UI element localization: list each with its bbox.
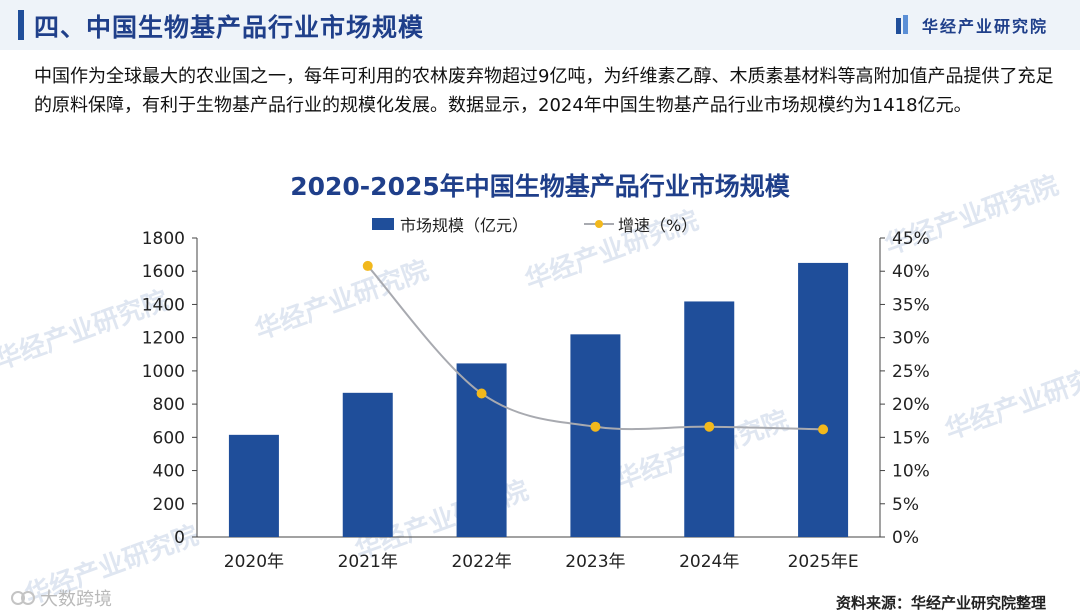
legend-line-label: 增速（%）	[618, 216, 698, 235]
brand-logo-icon	[895, 15, 908, 34]
chart-legend: 市场规模（亿元） 增速（%）	[372, 212, 697, 236]
corner-watermark: 大数跨境	[10, 585, 112, 611]
right-tick-label: 5%	[892, 495, 919, 515]
bar	[570, 334, 621, 537]
left-tick-label: 400	[153, 462, 185, 482]
growth-line	[367, 265, 824, 431]
section-title: 四、中国生物基产品行业市场规模	[34, 13, 425, 42]
growth-point	[818, 424, 829, 435]
left-tick-label: 1600	[142, 262, 185, 282]
legend-bar-swatch	[372, 218, 394, 230]
left-tick-label: 1400	[142, 295, 185, 315]
left-tick-label: 1200	[142, 329, 185, 349]
left-tick-label: 1800	[142, 229, 185, 249]
bar	[342, 392, 393, 537]
left-tick-label: 0	[174, 528, 185, 548]
source-note: 资料来源：华经产业研究院整理	[835, 594, 1046, 612]
brand-name: 华经产业研究院	[921, 17, 1048, 36]
x-tick-label: 2021年	[338, 552, 398, 572]
bar	[798, 262, 849, 537]
legend-bar-label: 市场规模（亿元）	[400, 216, 529, 235]
chart-title: 2020-2025年中国生物基产品行业市场规模	[290, 172, 790, 201]
left-tick-label: 800	[153, 395, 185, 415]
growth-point	[590, 421, 601, 432]
intro-paragraph: 中国作为全球最大的农业国之一，每年可利用的农林废弃物超过9亿吨，为纤维素乙醇、木…	[34, 66, 1054, 116]
x-tick-label: 2020年	[224, 552, 284, 572]
growth-point	[476, 388, 487, 399]
x-tick-label: 2025年E	[788, 552, 859, 572]
right-tick-label: 10%	[892, 462, 930, 482]
left-tick-label: 600	[153, 428, 185, 448]
right-tick-label: 30%	[892, 329, 930, 349]
watermark-text: 大数跨境	[40, 589, 112, 610]
header-accent	[18, 10, 24, 40]
x-tick-label: 2024年	[679, 552, 739, 572]
brand: 华经产业研究院	[894, 13, 1048, 37]
left-tick-label: 1000	[142, 362, 185, 382]
right-tick-label: 25%	[892, 362, 930, 382]
legend-line-swatch	[584, 217, 615, 231]
growth-point	[362, 260, 373, 271]
bar	[684, 301, 735, 537]
right-tick-label: 40%	[892, 262, 930, 282]
x-tick-label: 2023年	[565, 552, 625, 572]
right-tick-label: 20%	[892, 395, 930, 415]
watermark-logo-icon	[11, 591, 35, 605]
right-tick-label: 15%	[892, 428, 930, 448]
growth-point	[704, 421, 715, 432]
right-tick-label: 35%	[892, 295, 930, 315]
bar	[228, 434, 279, 537]
right-tick-label: 0%	[892, 528, 919, 548]
x-tick-label: 2022年	[451, 552, 511, 572]
right-tick-label: 45%	[892, 229, 930, 249]
left-tick-label: 200	[153, 495, 185, 515]
